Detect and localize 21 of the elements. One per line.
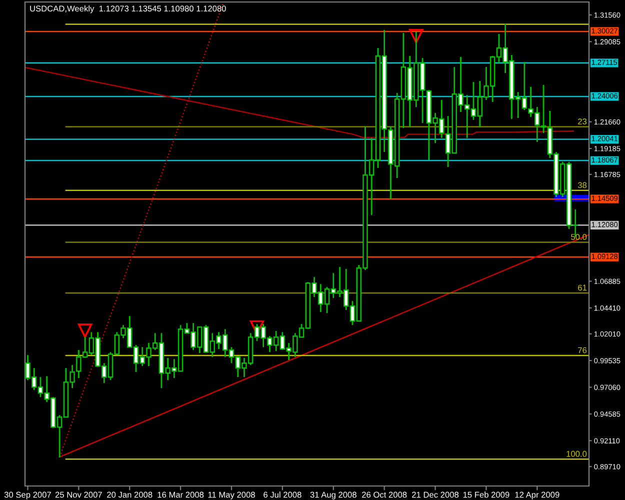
annotation: 38 [578,182,587,188]
line-series [25,66,574,138]
x-tick-label: 11 May 2008 [208,492,255,500]
x-tick-label: 16 Mar 2008 [158,492,204,498]
candlestick [540,84,546,134]
point [409,28,424,44]
x-tick-label: 25 Nov 2007 [55,492,102,498]
point [78,324,92,338]
chart-title: USDCAD,Weekly 1.12073 1.13545 1.10980 1.12080 [30,5,226,14]
x-tick-label: 6 Jul 2008 [264,492,302,498]
annotation: 61 [578,284,587,291]
annotation: 76 [578,347,587,354]
x-tick-label: 30 Sep 2007 [4,492,51,500]
x-tick-label: 12 Apr 2009 [515,492,560,500]
x-tick-label: 26 Oct 2008 [362,492,407,498]
annotation: 100.0 [566,450,587,457]
x-tick-label: 21 Dec 2008 [412,492,459,498]
x-tick-label: 20 Jan 2008 [107,492,152,498]
x-tick-label: 15 Feb 2009 [463,492,510,498]
x-tick-label: 31 Aug 2008 [310,492,356,500]
annotation: 23 [578,118,587,124]
